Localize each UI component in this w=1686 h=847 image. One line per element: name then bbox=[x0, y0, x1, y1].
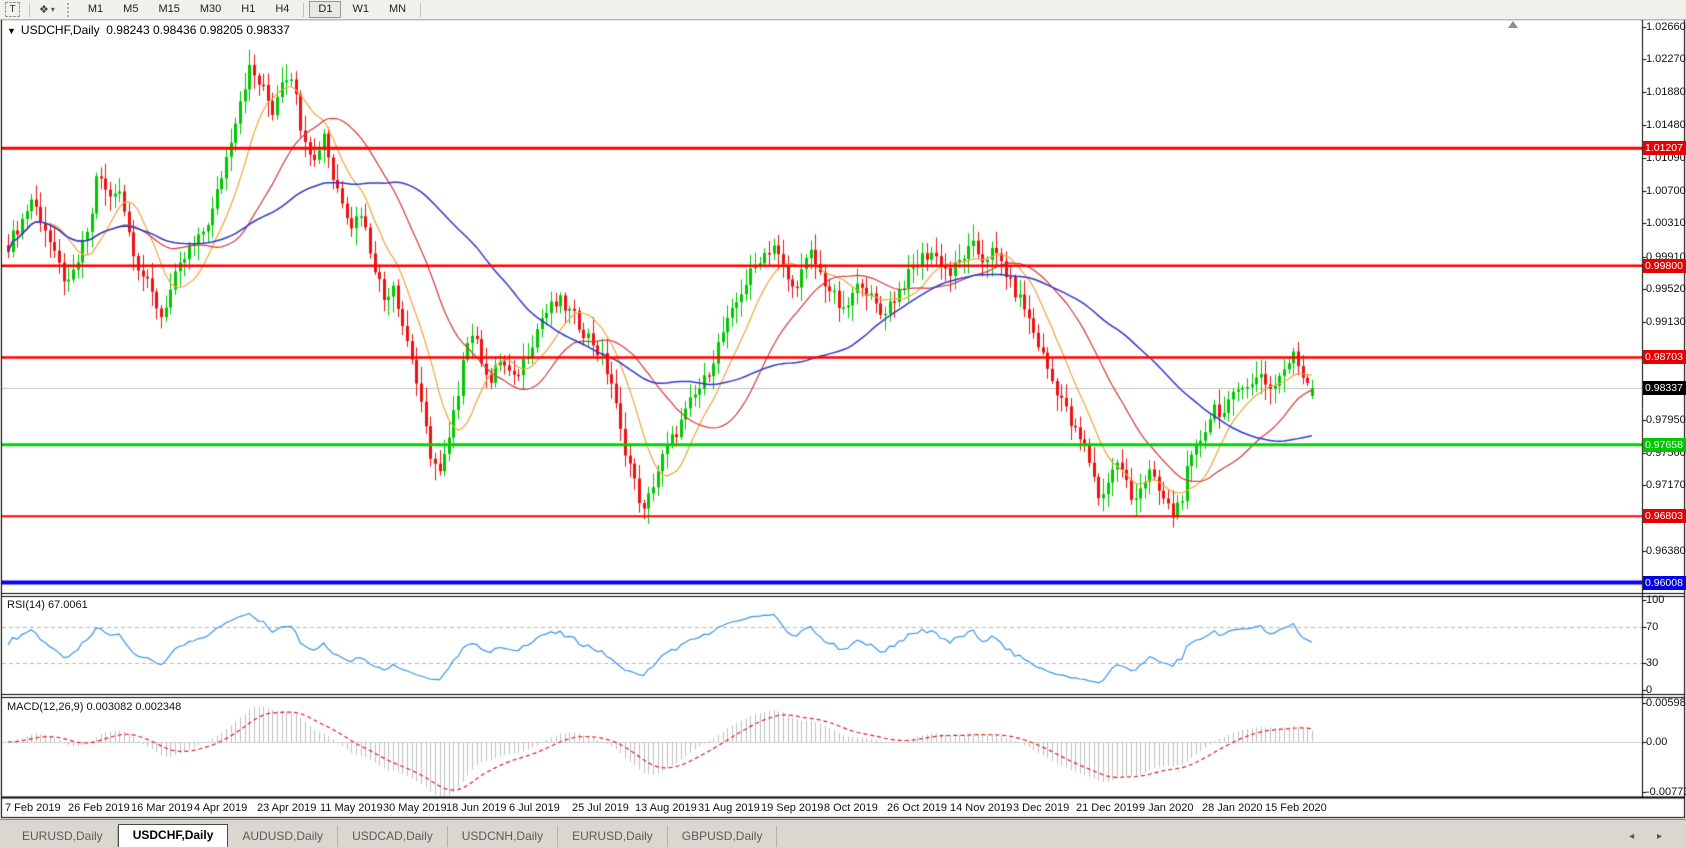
toolbar-drag-handle[interactable] bbox=[66, 2, 73, 17]
timeframe-button-m5[interactable]: M5 bbox=[123, 3, 139, 15]
timeframe-button-d1[interactable]: D1 bbox=[309, 1, 342, 18]
toolbar-separator bbox=[420, 2, 422, 17]
toolbar-separator bbox=[29, 2, 30, 17]
chart-collapse-icon[interactable]: ▼ bbox=[7, 26, 16, 36]
chart-style-button[interactable]: ❖ ▾ bbox=[34, 2, 60, 17]
timeframe-button-group: M1 M5 M15 M30 H1 H4 D1 W1 MN bbox=[78, 1, 416, 18]
timeframe-button-h1[interactable]: H1 bbox=[241, 3, 256, 15]
chart-tab-eurusd-daily[interactable]: EURUSD,Daily bbox=[8, 826, 118, 847]
text-tool-icon: T bbox=[5, 2, 20, 17]
palette-icon: ❖ bbox=[39, 4, 49, 16]
chart-title: ▼ USDCHF,Daily 0.98243 0.98436 0.98205 0.… bbox=[7, 23, 290, 37]
toolbar-separator bbox=[303, 2, 305, 17]
timeframe-button-h4[interactable]: H4 bbox=[275, 3, 290, 15]
chart-ohlc-values: 0.98243 0.98436 0.98205 0.98337 bbox=[106, 23, 290, 37]
timeframe-button-w1[interactable]: W1 bbox=[352, 3, 369, 15]
chart-symbol-label: USDCHF,Daily bbox=[20, 23, 100, 37]
rsi-indicator-label: RSI(14) 67.0061 bbox=[7, 599, 88, 611]
chart-tab-usdcnh-daily[interactable]: USDCNH,Daily bbox=[448, 826, 559, 847]
price-chart-canvas[interactable] bbox=[0, 0, 1686, 819]
toolbar: T ❖ ▾ M1 M5 M15 M30 H1 H4 D1 W1 MN bbox=[0, 0, 1686, 20]
timeframe-button-m1[interactable]: M1 bbox=[87, 3, 104, 15]
chart-tab-audusd-daily[interactable]: AUDUSD,Daily bbox=[228, 826, 339, 847]
chart-shift-marker-icon[interactable] bbox=[1508, 21, 1518, 28]
chevron-down-icon: ▾ bbox=[50, 5, 55, 14]
timeframe-button-m15[interactable]: M15 bbox=[158, 3, 180, 15]
timeframe-button-mn[interactable]: MN bbox=[388, 3, 407, 15]
chart-tab-usdchf-daily[interactable]: USDCHF,Daily bbox=[117, 824, 229, 847]
timeframe-button-m30[interactable]: M30 bbox=[199, 3, 222, 15]
chart-tab-usdcad-daily[interactable]: USDCAD,Daily bbox=[338, 826, 448, 847]
chart-tab-bar: EURUSD,Daily USDCHF,Daily AUDUSD,Daily USDC… bbox=[0, 819, 1686, 847]
text-tool-button[interactable]: T bbox=[0, 1, 25, 18]
chart-tab-gbpusd-daily[interactable]: GBPUSD,Daily bbox=[668, 826, 778, 847]
tab-scroll-arrows[interactable]: ◂ ▸ bbox=[1629, 831, 1672, 842]
chart-tab-eurusd-daily[interactable]: EURUSD,Daily bbox=[558, 826, 668, 847]
macd-indicator-label: MACD(12,26,9) 0.003082 0.002348 bbox=[7, 701, 182, 713]
